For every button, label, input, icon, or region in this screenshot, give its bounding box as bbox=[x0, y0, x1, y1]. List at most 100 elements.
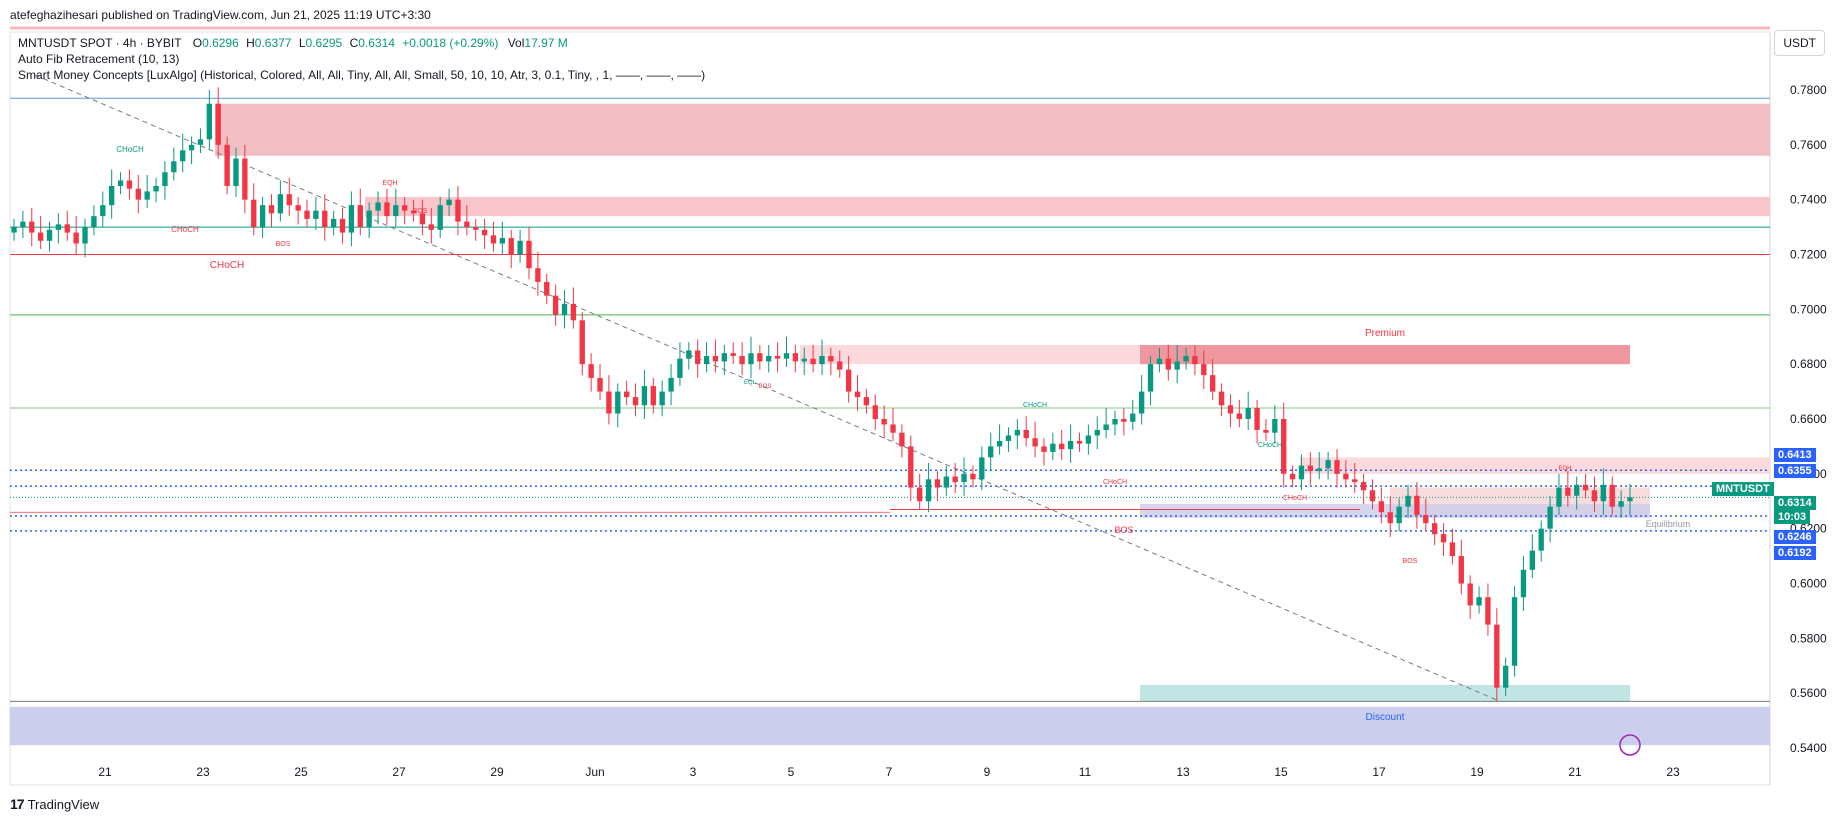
candle-body bbox=[1414, 495, 1420, 515]
candle-body bbox=[526, 240, 532, 269]
candle-body bbox=[499, 238, 506, 244]
x-tick-label: 23 bbox=[196, 765, 210, 779]
smc-zones bbox=[10, 103, 1770, 746]
candle-body bbox=[934, 479, 941, 488]
candle-body bbox=[29, 221, 35, 233]
candle-body bbox=[899, 432, 905, 447]
x-tick-label: 11 bbox=[1079, 765, 1092, 779]
candle-body bbox=[650, 386, 656, 406]
brand-name: TradingView bbox=[27, 796, 100, 812]
x-tick-label: 5 bbox=[788, 765, 795, 779]
candle-body bbox=[863, 397, 870, 406]
candle-body bbox=[393, 205, 399, 217]
candle-body bbox=[1494, 624, 1500, 688]
candle-body bbox=[890, 424, 896, 433]
candle-body bbox=[464, 221, 470, 228]
indicator-fib[interactable]: Auto Fib Retracement (10, 13) bbox=[18, 52, 180, 66]
x-tick-label: 3 bbox=[690, 765, 697, 779]
candle-body bbox=[357, 205, 363, 228]
price-tag: 0.6314 bbox=[1774, 496, 1816, 510]
ob-zone-4 bbox=[1300, 457, 1770, 474]
h-value: 0.6377 bbox=[254, 36, 292, 50]
publisher-line: atefeghazihesari published on TradingVie… bbox=[10, 8, 431, 22]
price-tag: MNTUSDT bbox=[1712, 482, 1774, 496]
smc-label: EQH bbox=[382, 180, 397, 187]
candle-body bbox=[109, 185, 115, 206]
candle-body bbox=[233, 158, 239, 186]
symbol-title: MNTUSDT SPOT · 4h · BYBIT bbox=[18, 36, 182, 50]
candle-body bbox=[996, 440, 1003, 447]
trendline bbox=[34, 74, 1501, 702]
time-axis[interactable]: 21 23 25 27 29 Jun 3 5 7 9 11 13 15 17 19 21 23 bbox=[98, 765, 1680, 779]
candle-body bbox=[854, 391, 861, 398]
candle-body bbox=[1041, 446, 1047, 452]
h-label: H bbox=[246, 36, 255, 50]
candle-body bbox=[1574, 484, 1580, 496]
candle-body bbox=[1254, 408, 1260, 430]
premium-ob-zone-top bbox=[215, 103, 1770, 156]
price-tag: 0.6413 bbox=[1774, 448, 1816, 462]
footer-brand[interactable]: 17 TradingView bbox=[10, 796, 99, 812]
currency-button[interactable]: USDT bbox=[1774, 30, 1825, 56]
candle-body bbox=[1112, 419, 1118, 425]
candle-body bbox=[677, 358, 683, 378]
x-tick-label: 25 bbox=[294, 765, 308, 779]
x-tick-label: 21 bbox=[98, 765, 112, 779]
candle-body bbox=[632, 397, 639, 406]
candle-body bbox=[473, 227, 479, 230]
y-tick-label: 0.7400 bbox=[1790, 193, 1827, 207]
candle-body bbox=[1272, 419, 1278, 433]
y-tick-label: 0.7200 bbox=[1790, 248, 1827, 262]
smc-label: CHoCH bbox=[1283, 495, 1307, 502]
candle-body bbox=[313, 210, 319, 219]
x-tick-label: 7 bbox=[886, 765, 893, 779]
candle-body bbox=[1396, 506, 1402, 524]
candle-body bbox=[774, 355, 781, 359]
candle-body bbox=[1059, 443, 1065, 450]
vol-label: Vol bbox=[507, 36, 525, 50]
candle-body bbox=[1032, 438, 1038, 447]
candle-body bbox=[1174, 361, 1180, 370]
equilibrium-band bbox=[1140, 503, 1650, 518]
candle-body bbox=[180, 150, 186, 162]
candle-body bbox=[1085, 435, 1092, 444]
candle-body bbox=[703, 355, 710, 365]
candle-body bbox=[1529, 550, 1535, 570]
candle-body bbox=[37, 232, 44, 241]
smc-label: Premium bbox=[1365, 328, 1405, 339]
candle-body bbox=[1378, 501, 1385, 513]
candle-body bbox=[1582, 484, 1589, 491]
candle-body bbox=[1449, 542, 1456, 557]
candle-body bbox=[943, 476, 949, 488]
candle-body bbox=[837, 361, 843, 370]
y-tick-label: 0.5400 bbox=[1790, 741, 1827, 755]
candle-body bbox=[1387, 512, 1393, 524]
candle-body bbox=[1165, 358, 1171, 370]
candle-body bbox=[1192, 355, 1198, 365]
y-tick-label: 0.7800 bbox=[1790, 83, 1827, 97]
candle-body bbox=[570, 303, 577, 321]
price-tag: 10:03 bbox=[1774, 510, 1811, 524]
tradingview-logo-icon: 17 bbox=[10, 796, 25, 812]
candle-body bbox=[1316, 468, 1322, 472]
indicator-smc[interactable]: Smart Money Concepts [LuxAlgo] (Historic… bbox=[18, 68, 706, 82]
price-tag: 0.6192 bbox=[1774, 546, 1816, 560]
candle-body bbox=[1343, 473, 1349, 480]
candle-body bbox=[1147, 364, 1154, 392]
candle-body bbox=[55, 224, 62, 230]
candle-body bbox=[1227, 405, 1234, 414]
candle-body bbox=[1547, 506, 1553, 529]
smc-label: BOS bbox=[1114, 525, 1133, 535]
candle-body bbox=[224, 144, 230, 186]
candle-body bbox=[126, 180, 133, 189]
price-tag: 0.6355 bbox=[1774, 464, 1816, 478]
price-axis[interactable]: 0.7800 0.7600 0.7400 0.7200 0.7000 0.6800 0.66… bbox=[1790, 83, 1827, 755]
candle-body bbox=[1485, 597, 1491, 625]
candle-body bbox=[73, 232, 79, 244]
x-tick-label: 21 bbox=[1568, 765, 1582, 779]
c-value: 0.6314 bbox=[358, 36, 395, 50]
candle-body bbox=[686, 350, 692, 359]
candle-body bbox=[1156, 358, 1163, 365]
candle-body bbox=[64, 224, 70, 233]
